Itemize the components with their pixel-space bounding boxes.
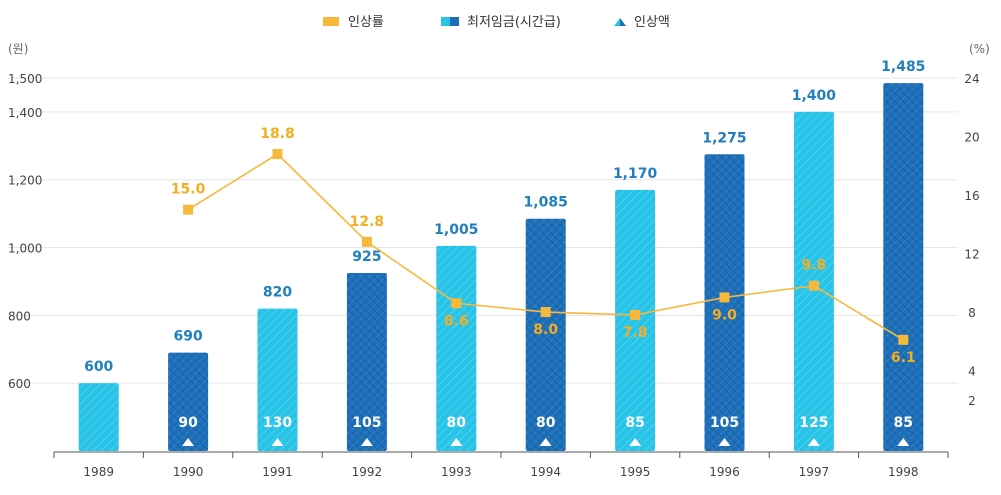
category-label: 1994 [530, 465, 561, 479]
increase-marker [807, 438, 820, 446]
rate-line [183, 149, 909, 345]
increase-marker [539, 438, 552, 446]
increase-marker [360, 438, 373, 446]
rate-value-label: 6.1 [891, 350, 916, 366]
legend-increase-label: 인상액 [634, 15, 670, 30]
increase-value-label: 125 [799, 415, 828, 431]
wage-value-label: 1,485 [881, 59, 925, 75]
left-tick-label: 1,500 [8, 72, 42, 86]
legend-rate-swatch [323, 17, 339, 26]
category-label: 1997 [799, 465, 830, 479]
category-label: 1998 [888, 465, 919, 479]
rate-point [272, 149, 283, 160]
wage-bar [704, 154, 745, 451]
wage-bar [615, 189, 656, 451]
left-tick-label: 1,000 [8, 242, 42, 256]
x-axis: 1989 1990 1991 1992 1993 1994 1995 1996 1997 1998 [53, 451, 949, 479]
category-label: 1996 [709, 465, 740, 479]
category-label: 1993 [441, 465, 472, 479]
wage-bar [257, 308, 298, 451]
increase-marker [629, 438, 642, 446]
increase-value-label: 105 [352, 415, 381, 431]
wage-value-label: 1,400 [792, 88, 837, 104]
increase-marker [271, 438, 284, 446]
increase-value-label: 130 [263, 415, 292, 431]
increase-value-label: 85 [894, 415, 913, 431]
category-label: 1990 [173, 465, 204, 479]
left-axis-unit: (원) [8, 42, 28, 56]
legend-wage-swatch-dark [450, 17, 459, 26]
increase-marker [450, 438, 463, 446]
wage-value-label: 820 [263, 285, 292, 301]
wage-bar [78, 383, 119, 451]
left-axis: 600 800 1,000 1,200 1,400 1,500 [8, 72, 42, 391]
right-axis-unit: (%) [969, 42, 990, 56]
legend-wage-swatch-light [441, 17, 450, 26]
wage-value-label: 1,005 [434, 222, 478, 238]
rate-point [451, 298, 462, 309]
rate-point [719, 292, 730, 303]
right-tick-label: 8 [968, 306, 976, 320]
legend-wage-label: 최저임금(시간급) [467, 15, 561, 30]
increase-value-label: 105 [710, 415, 739, 431]
legend-increase-swatch-dark [620, 18, 626, 26]
wage-bar [525, 218, 566, 451]
increase-marker [718, 438, 731, 446]
wage-value-label: 600 [84, 359, 113, 375]
data-labels: 600 690 820 925 1,005 1,085 1,170 1,275 1,400 1,4… [84, 59, 925, 446]
wage-value-label: 690 [173, 329, 202, 345]
left-tick-label: 1,400 [8, 106, 42, 120]
rate-value-label: 18.8 [260, 126, 295, 142]
rate-point [898, 334, 909, 345]
wage-bars [78, 83, 924, 451]
increase-value-label: 80 [447, 415, 467, 431]
right-tick-label: 4 [968, 365, 976, 379]
increase-value-label: 90 [178, 415, 198, 431]
legend-rate-label: 인상률 [348, 15, 384, 30]
wage-value-label: 925 [352, 249, 381, 265]
rate-value-label: 8.6 [444, 313, 469, 329]
rate-value-label: 15.0 [171, 182, 206, 198]
rate-value-label: 9.0 [712, 307, 737, 323]
right-tick-label: 12 [964, 248, 979, 262]
rate-point [540, 307, 551, 318]
right-tick-label: 24 [964, 72, 979, 86]
wage-bar [346, 272, 387, 451]
left-tick-label: 600 [8, 377, 31, 391]
wage-value-label: 1,170 [613, 166, 658, 182]
right-tick-label: 20 [964, 131, 979, 145]
legend: 인상률 최저임금(시간급) 인상액 [323, 15, 670, 30]
rate-point [808, 280, 819, 291]
right-tick-label: 16 [964, 189, 979, 203]
increase-value-label: 80 [536, 415, 556, 431]
rate-value-label: 7.8 [623, 325, 648, 341]
rate-point [183, 204, 194, 215]
category-label: 1991 [262, 465, 293, 479]
left-tick-label: 800 [8, 309, 31, 323]
increase-marker [182, 438, 195, 446]
right-tick-label: 2 [968, 394, 976, 408]
wage-value-label: 1,085 [524, 195, 568, 211]
increase-marker [897, 438, 910, 446]
rate-value-label: 8.0 [533, 322, 558, 338]
wage-bar [168, 352, 209, 451]
rate-value-label: 12.8 [350, 214, 385, 230]
wage-value-label: 1,275 [702, 130, 746, 146]
rate-point [361, 236, 372, 247]
increase-value-label: 85 [625, 415, 644, 431]
category-label: 1989 [83, 465, 114, 479]
rate-value-label: 9.8 [801, 258, 826, 274]
left-tick-label: 1,200 [8, 174, 42, 188]
category-label: 1992 [352, 465, 383, 479]
legend-increase-swatch-light [614, 18, 620, 26]
category-label: 1995 [620, 465, 651, 479]
rate-point [630, 309, 641, 320]
wage-bar [883, 83, 924, 451]
